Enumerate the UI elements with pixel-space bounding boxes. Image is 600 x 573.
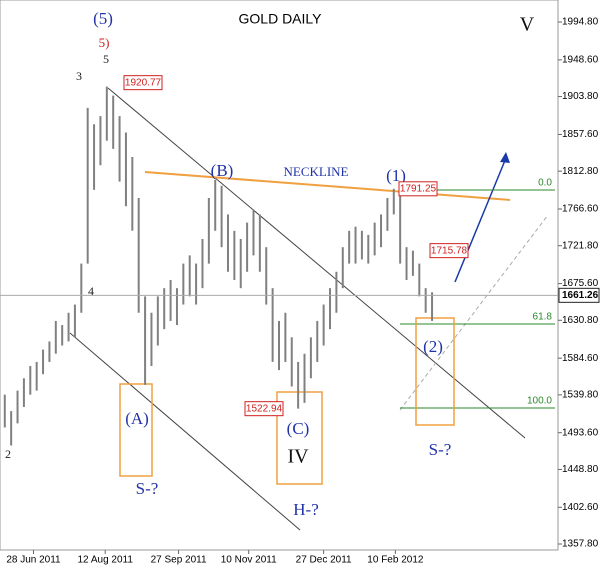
y-tick-label: 1812.80 — [562, 166, 599, 177]
channel-line — [69, 332, 301, 531]
box — [415, 317, 455, 426]
wave-label: (C) — [287, 419, 310, 438]
last-price-box — [558, 287, 600, 303]
fib-label: 61.8 — [533, 312, 553, 323]
wave-label: 2 — [5, 447, 11, 461]
price-label: 1715.78 — [431, 245, 468, 256]
plot-area — [0, 0, 559, 551]
price-label: 1920.77 — [125, 77, 162, 88]
x-tick-label: 10 Feb 2012 — [367, 555, 424, 566]
y-tick-label: 1357.80 — [562, 539, 599, 550]
wave-label: (2) — [423, 337, 443, 356]
x-tick-label: 10 Nov 2011 — [221, 555, 277, 566]
wave-label: (B) — [211, 161, 234, 180]
wave-label: 5) — [99, 35, 110, 50]
neckline-label: NECKLINE — [284, 164, 349, 179]
neckline — [144, 171, 511, 201]
box — [276, 391, 323, 485]
y-tick-label: 1994.80 — [562, 17, 599, 28]
wave-label: (5) — [93, 9, 113, 28]
wave-label: S-? — [136, 479, 159, 498]
wave-label: V — [520, 14, 535, 36]
y-tick-label: 1402.60 — [562, 502, 599, 513]
wave-label: H-? — [293, 500, 318, 519]
y-tick-label: 1948.60 — [562, 54, 599, 65]
chart-title: GOLD DAILY — [239, 11, 323, 27]
price-box — [429, 243, 469, 259]
wave-label: 4 — [88, 284, 94, 298]
wave-label: (A) — [125, 409, 149, 428]
x-tick-label: 27 Sep 2011 — [151, 555, 207, 566]
x-tick-label: 27 Dec 2011 — [296, 555, 352, 566]
x-tick-label: 28 Jun 2011 — [6, 555, 61, 566]
fib-label: 100.0 — [527, 396, 552, 407]
wave-label: S-? — [429, 440, 452, 459]
price-label: 1791.25 — [400, 183, 437, 194]
price-label: 1522.94 — [246, 403, 283, 414]
price-box — [398, 181, 438, 197]
wave-label: IV — [287, 446, 309, 468]
arrow — [454, 157, 507, 283]
wave-label: (1) — [386, 166, 406, 185]
y-tick-label: 1766.60 — [562, 204, 599, 215]
fib-label: 0.0 — [538, 178, 552, 189]
y-tick-label: 1675.60 — [562, 278, 599, 289]
y-tick-label: 1630.80 — [562, 315, 599, 326]
y-tick-label: 1721.80 — [562, 240, 599, 251]
channel-line — [107, 87, 526, 439]
y-tick-label: 1448.80 — [562, 464, 599, 475]
y-tick-label: 1584.60 — [562, 353, 599, 364]
box — [119, 383, 153, 477]
wave-label: 3 — [76, 69, 82, 83]
y-tick-label: 1539.80 — [562, 389, 599, 400]
y-tick-label: 1857.60 — [562, 129, 599, 140]
price-box — [244, 401, 284, 417]
last-price-label: 1661.26 — [562, 290, 599, 301]
price-box — [123, 75, 163, 91]
y-tick-label: 1903.80 — [562, 91, 599, 102]
x-tick-label: 12 Aug 2011 — [78, 555, 134, 566]
dashed-line — [399, 214, 549, 411]
arrow-head — [500, 152, 510, 163]
wave-label: 5 — [103, 52, 109, 66]
y-tick-label: 1493.60 — [562, 427, 599, 438]
